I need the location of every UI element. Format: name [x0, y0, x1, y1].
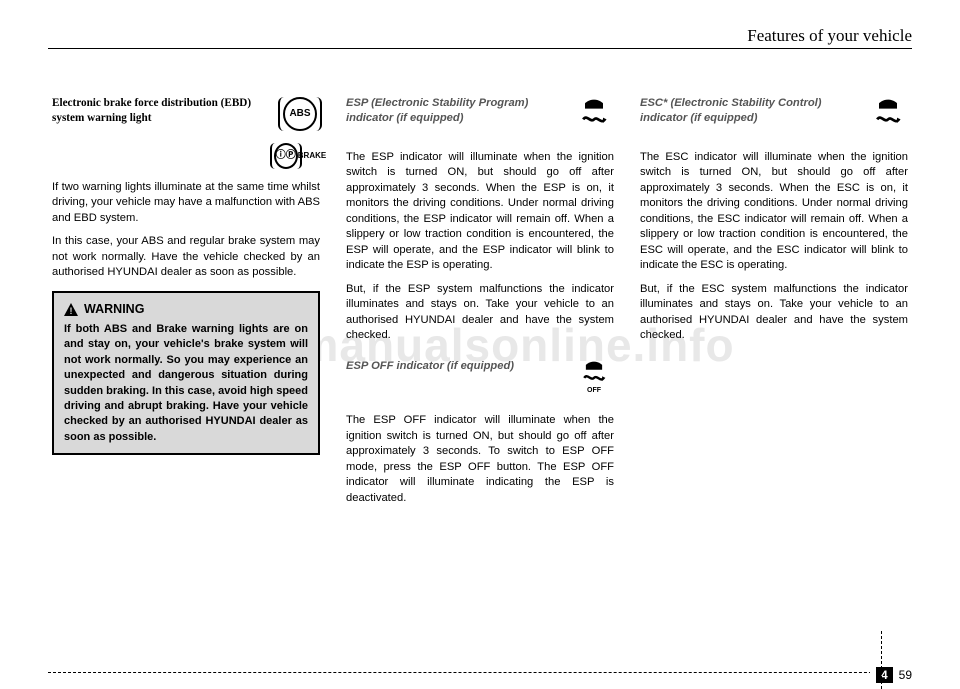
esp-icon: [574, 96, 614, 132]
header-title: Features of your vehicle: [737, 26, 912, 46]
brake-icon-top: ⓘⓅ: [274, 143, 298, 169]
esp-heading-block: ESP (Electronic Stability Program) indic…: [346, 96, 614, 132]
brake-icon-label: BRAKE: [298, 152, 326, 161]
ebd-p2: In this case, your ABS and regular brake…: [52, 234, 320, 280]
warning-box: WARNING If both ABS and Brake warning li…: [52, 291, 320, 455]
esp-title: ESP (Electronic Stability Program) indic…: [346, 96, 566, 132]
warning-body: If both ABS and Brake warning lights are…: [64, 322, 308, 445]
footer-vertical-dash: [881, 631, 882, 689]
esc-heading-block: ESC* (Electronic Stability Control) indi…: [640, 96, 908, 132]
chapter-number: 4: [876, 667, 893, 683]
esp-p1: The ESP indicator will illuminate when t…: [346, 150, 614, 274]
esc-icon: [868, 96, 908, 132]
page-number-value: 59: [899, 668, 912, 682]
abs-icon-label: ABS: [283, 97, 317, 131]
espoff-heading-block: ESP OFF indicator (if equipped) OFF: [346, 359, 614, 395]
espoff-p1: The ESP OFF indicator will illuminate wh…: [346, 413, 614, 506]
espoff-icon-label: OFF: [587, 386, 601, 396]
footer-rule: 4 59: [48, 672, 912, 673]
abs-icon: ABS: [280, 96, 320, 132]
ebd-title: Electronic brake force distri­bution (EB…: [52, 96, 272, 174]
ebd-heading-block: Electronic brake force distri­bution (EB…: [52, 96, 320, 174]
warning-triangle-icon: [64, 303, 78, 316]
content-columns: Electronic brake force distri­bution (EB…: [52, 96, 908, 514]
manual-page: carmanualsonline.info Features of your v…: [0, 0, 960, 689]
warning-head: WARNING: [64, 301, 308, 318]
ebd-p1: If two warning lights illumi­nate at the…: [52, 180, 320, 226]
esp-p2: But, if the ESP system malfunctions the …: [346, 282, 614, 344]
brake-icon: ⓘⓅ BRAKE: [280, 138, 320, 174]
ebd-icons: ABS ⓘⓅ BRAKE: [280, 96, 320, 174]
column-2: ESP (Electronic Stability Program) indic…: [346, 96, 614, 514]
esc-p1: The ESC indicator will illuminate when t…: [640, 150, 908, 274]
page-number: 4 59: [870, 667, 912, 683]
espoff-title: ESP OFF indicator (if equipped): [346, 359, 566, 395]
header-rule: [48, 48, 912, 49]
column-1: Electronic brake force distri­bution (EB…: [52, 96, 320, 514]
esc-title: ESC* (Electronic Stability Control) indi…: [640, 96, 860, 132]
warning-head-text: WARNING: [84, 301, 144, 318]
column-3: ESC* (Electronic Stability Control) indi…: [640, 96, 908, 514]
espoff-icon: OFF: [574, 359, 614, 395]
esc-p2: But, if the ESC system malfunctions the …: [640, 282, 908, 344]
